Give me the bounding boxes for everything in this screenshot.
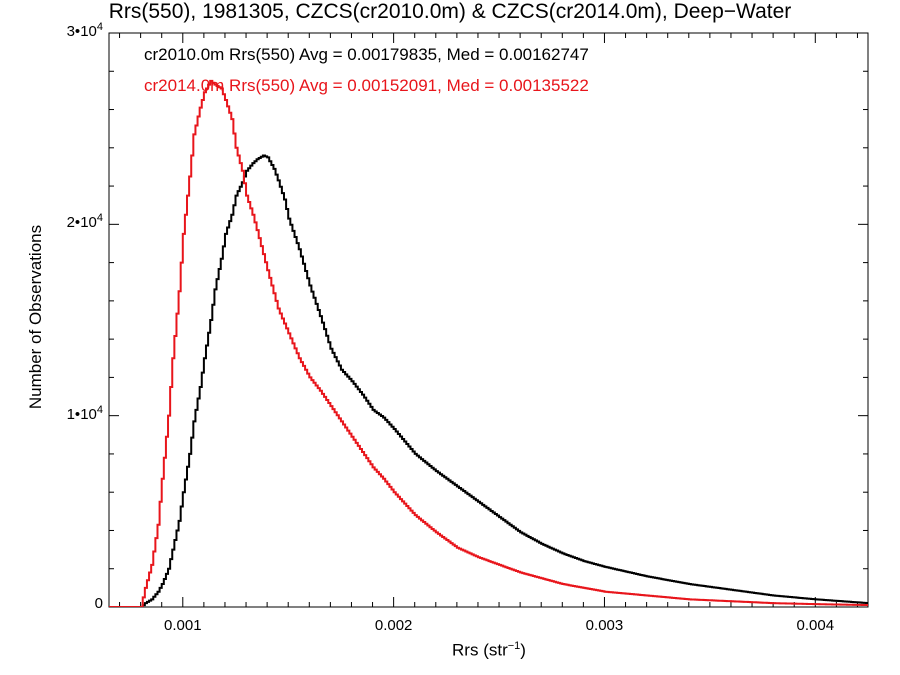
y-tick-label: 3•104 (67, 21, 103, 40)
x-axis-title-exponent: −1 (507, 640, 521, 652)
x-tick-label: 0.001 (164, 617, 202, 634)
series-line-cr2010.0m (109, 154, 868, 607)
y-tick-label-text: 2•10 (66, 214, 97, 232)
y-tick-label-text: 1•10 (66, 405, 97, 423)
y-tick-label-text: 3•10 (66, 23, 97, 40)
x-tick-label: 0.002 (374, 617, 413, 634)
x-axis-title-close: ) (520, 640, 526, 660)
axis-ticks (109, 32, 868, 608)
x-axis-title: Rrs (str−1) (452, 640, 526, 661)
y-tick-label: 0 (95, 595, 103, 612)
chart-title: Rrs(550), 1981305, CZCS(cr2010.0m) & CZC… (108, 0, 792, 23)
y-tick-label-exponent: 4 (96, 403, 103, 416)
series-line-cr2014.0m (109, 79, 868, 607)
series-layer (109, 79, 868, 607)
y-tick-label-exponent: 4 (96, 21, 103, 33)
plot-frame (108, 32, 869, 608)
y-axis-title: Number of Observations (26, 224, 45, 410)
series-stat-cr2014: cr2014.0m Rrs(550) Avg = 0.00152091, Med… (144, 76, 589, 95)
y-tick-label-exponent: 4 (96, 212, 103, 225)
x-axis-title-text: Rrs (str (452, 640, 508, 660)
series-stat-cr2010: cr2010.0m Rrs(550) Avg = 0.00179835, Med… (144, 45, 589, 64)
y-tick-label-text: 0 (94, 595, 103, 612)
x-tick-label: 0.003 (585, 617, 624, 634)
x-tick-label: 0.004 (796, 617, 835, 634)
y-tick-label: 1•104 (67, 404, 103, 423)
y-tick-label: 2•104 (67, 212, 103, 231)
